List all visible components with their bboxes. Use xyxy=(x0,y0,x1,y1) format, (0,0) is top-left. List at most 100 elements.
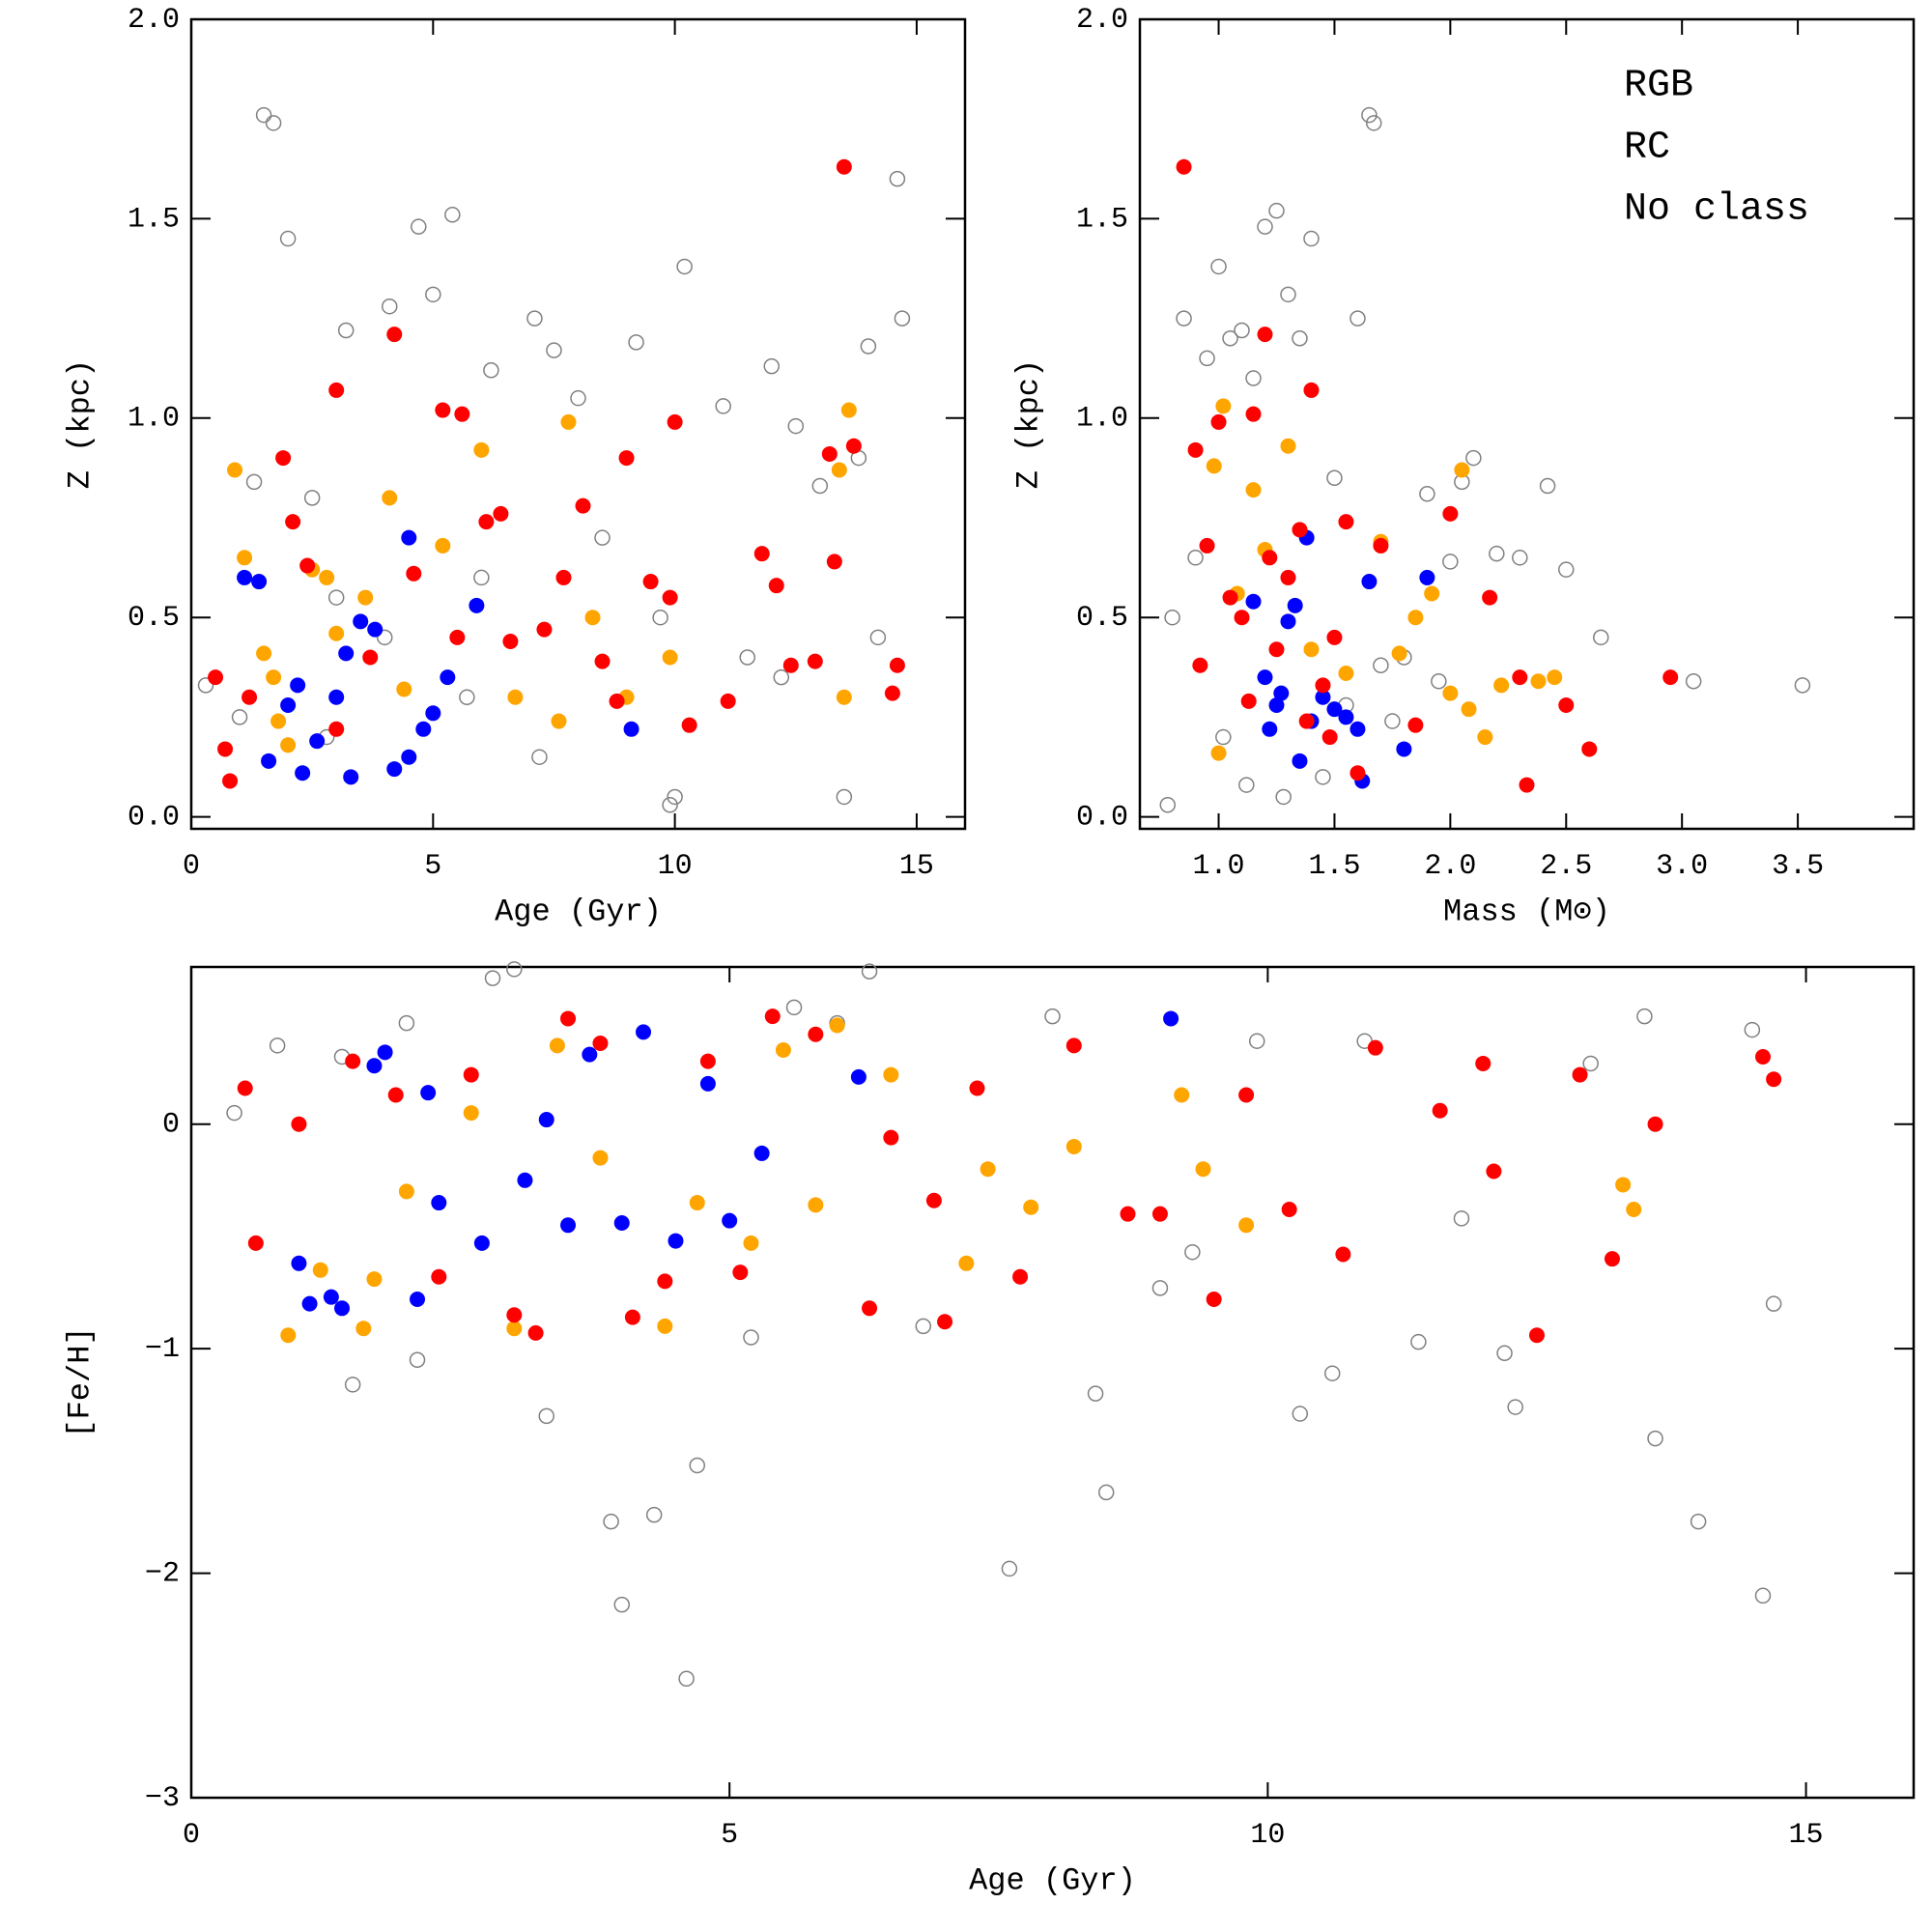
data-point xyxy=(1280,438,1296,454)
data-point xyxy=(303,490,321,506)
data-point xyxy=(531,749,548,765)
data-point xyxy=(377,1044,393,1061)
data-point xyxy=(807,653,823,669)
y-tick-label: 1.5 xyxy=(1076,203,1128,236)
data-point xyxy=(1507,1399,1523,1415)
data-point xyxy=(732,1264,749,1281)
data-point xyxy=(1245,406,1262,422)
data-point xyxy=(398,1014,415,1032)
data-point xyxy=(642,574,659,590)
data-point xyxy=(845,438,862,454)
data-point xyxy=(699,1053,716,1069)
data-point xyxy=(1176,310,1192,327)
data-point xyxy=(478,514,495,530)
data-point xyxy=(1065,1037,1082,1054)
data-point xyxy=(1210,413,1227,430)
data-point xyxy=(1176,158,1192,175)
data-point xyxy=(270,713,287,729)
data-point xyxy=(242,689,258,705)
y-axis-title: Z (kpc) xyxy=(1010,359,1046,489)
data-point xyxy=(821,445,838,462)
data-point xyxy=(1187,441,1204,458)
data-point xyxy=(1323,1365,1341,1381)
data-point xyxy=(549,1037,565,1054)
data-point xyxy=(290,677,306,694)
data-point xyxy=(652,609,668,626)
data-point xyxy=(459,689,475,706)
data-point xyxy=(1558,561,1575,578)
data-point xyxy=(1604,1251,1620,1267)
data-point xyxy=(1754,1587,1772,1605)
data-point xyxy=(231,709,248,725)
data-point xyxy=(678,1670,695,1688)
x-tick-label: 10 xyxy=(658,850,693,883)
data-point xyxy=(255,106,272,124)
data-point xyxy=(1361,574,1378,590)
data-point xyxy=(343,769,359,785)
data-point xyxy=(889,657,905,673)
panel: 0 5 10 15 0.0 0.5 1.0 1.5 2.0 Age (Gyr) Z (kpc) xyxy=(62,4,967,929)
data-point xyxy=(1685,673,1702,690)
y-axis-title: [Fe/H] xyxy=(62,1326,98,1437)
data-point xyxy=(546,342,562,358)
plot-frame xyxy=(189,17,967,831)
data-point xyxy=(463,1066,479,1083)
data-point xyxy=(1453,1210,1470,1227)
data-point xyxy=(1275,788,1292,806)
data-point xyxy=(382,298,398,315)
y-tick-label: 2.0 xyxy=(1076,4,1128,37)
y-tick-label: 1.5 xyxy=(128,203,180,236)
data-point xyxy=(227,462,243,478)
data-point xyxy=(1257,669,1273,686)
data-point xyxy=(473,1235,490,1251)
data-point xyxy=(811,477,829,495)
data-point xyxy=(1238,1217,1255,1234)
data-point xyxy=(1493,677,1510,694)
data-point xyxy=(584,610,601,626)
data-point xyxy=(613,1214,630,1231)
data-point xyxy=(309,733,326,750)
data-point xyxy=(251,574,268,590)
data-point xyxy=(301,1295,318,1312)
data-point xyxy=(319,569,335,585)
data-point xyxy=(237,1080,253,1096)
data-point xyxy=(782,657,799,673)
legend-label: No class xyxy=(1624,188,1809,232)
plot-frame xyxy=(1138,17,1916,831)
data-point xyxy=(1280,286,1296,303)
data-point xyxy=(1280,569,1296,585)
data-point xyxy=(1794,677,1811,694)
data-point xyxy=(1298,713,1315,729)
data-point xyxy=(435,402,451,418)
data-point xyxy=(1234,322,1250,339)
data-point xyxy=(861,963,878,980)
data-point xyxy=(1315,677,1331,694)
data-point xyxy=(527,1324,544,1341)
data-point xyxy=(883,1066,899,1083)
data-point xyxy=(1326,701,1343,718)
data-point xyxy=(1199,350,1215,367)
data-point xyxy=(425,286,441,303)
data-point xyxy=(1184,1243,1201,1261)
data-point xyxy=(1419,485,1435,502)
data-point xyxy=(699,1075,716,1092)
data-point xyxy=(623,721,639,737)
y-axis-title: Z (kpc) xyxy=(62,359,98,489)
data-point xyxy=(840,402,857,418)
data-point xyxy=(1647,1116,1663,1132)
data-point xyxy=(1572,1066,1588,1083)
data-point xyxy=(715,398,731,414)
data-point xyxy=(551,713,567,729)
data-point xyxy=(1454,462,1470,478)
data-point xyxy=(1326,469,1343,486)
data-point xyxy=(1373,657,1389,673)
data-point xyxy=(1373,537,1389,554)
data-point xyxy=(594,529,611,546)
data-point xyxy=(681,717,697,733)
data-point xyxy=(536,621,553,638)
data-point xyxy=(592,1150,609,1166)
data-point xyxy=(662,796,678,813)
data-point xyxy=(1303,641,1320,658)
